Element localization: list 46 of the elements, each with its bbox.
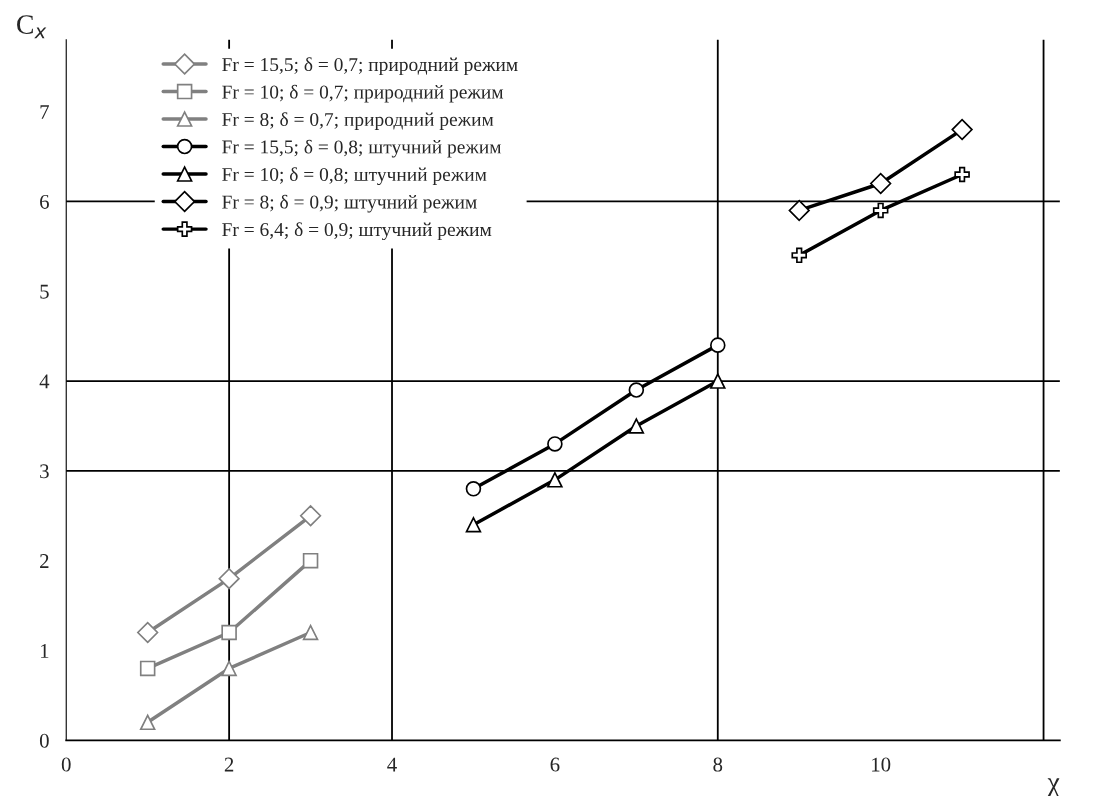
- point: [628, 418, 645, 434]
- x-tick-label: 4: [387, 757, 397, 772]
- legend-label: Fr = 6,4; δ = 0,9; штучний режим: [222, 222, 492, 241]
- legend-label: Fr = 8; δ = 0,9; штучний режим: [222, 194, 477, 213]
- y-axis-title: C$_{x}$: [17, 15, 47, 39]
- x-tick-label: 6: [550, 757, 560, 772]
- point: [218, 567, 240, 590]
- point: [710, 337, 726, 353]
- point: [302, 624, 319, 641]
- point: [870, 172, 892, 195]
- legend-label: Fr = 10; δ = 0,8; штучний режим: [222, 167, 487, 186]
- point: [791, 247, 808, 264]
- point: [710, 373, 726, 389]
- point: [465, 516, 482, 533]
- y-tick-label: 4: [39, 374, 50, 389]
- legend-label: Fr = 8; δ = 0,7; природний режим: [222, 112, 494, 130]
- point: [628, 382, 645, 398]
- point: [788, 199, 810, 222]
- y-tick-label: 0: [39, 733, 49, 748]
- legend-label: Fr = 10; δ = 0,7; природний режим: [222, 84, 504, 103]
- point: [299, 505, 322, 527]
- y-tick-label: 2: [40, 554, 49, 568]
- x-tick-label: 0: [61, 757, 71, 772]
- point: [465, 481, 482, 497]
- x-tick-label: 2: [224, 757, 234, 772]
- y-tick-label: 6: [40, 194, 49, 209]
- point: [221, 660, 237, 677]
- y-tick-label: 1: [40, 643, 49, 658]
- x-tick-label: 8: [713, 757, 723, 772]
- point: [221, 624, 237, 641]
- y-tick-label: 3: [40, 464, 49, 479]
- legend-label: Fr = 15,5; δ = 0,7; природний режим: [222, 57, 518, 76]
- point: [951, 118, 973, 141]
- point: [137, 621, 159, 644]
- point: [547, 472, 563, 488]
- y-tick-label: 5: [40, 284, 49, 299]
- point: [139, 660, 156, 677]
- point: [302, 552, 319, 569]
- point: [954, 166, 970, 183]
- x-axis-title: χ: [1047, 778, 1060, 796]
- legend-label: Fr = 15,5; δ = 0,8; штучний режим: [222, 139, 502, 158]
- point: [872, 202, 889, 219]
- point: [547, 436, 563, 452]
- point: [139, 714, 156, 731]
- x-tick-label: 10: [872, 757, 891, 772]
- y-tick-label: 7: [40, 105, 49, 119]
